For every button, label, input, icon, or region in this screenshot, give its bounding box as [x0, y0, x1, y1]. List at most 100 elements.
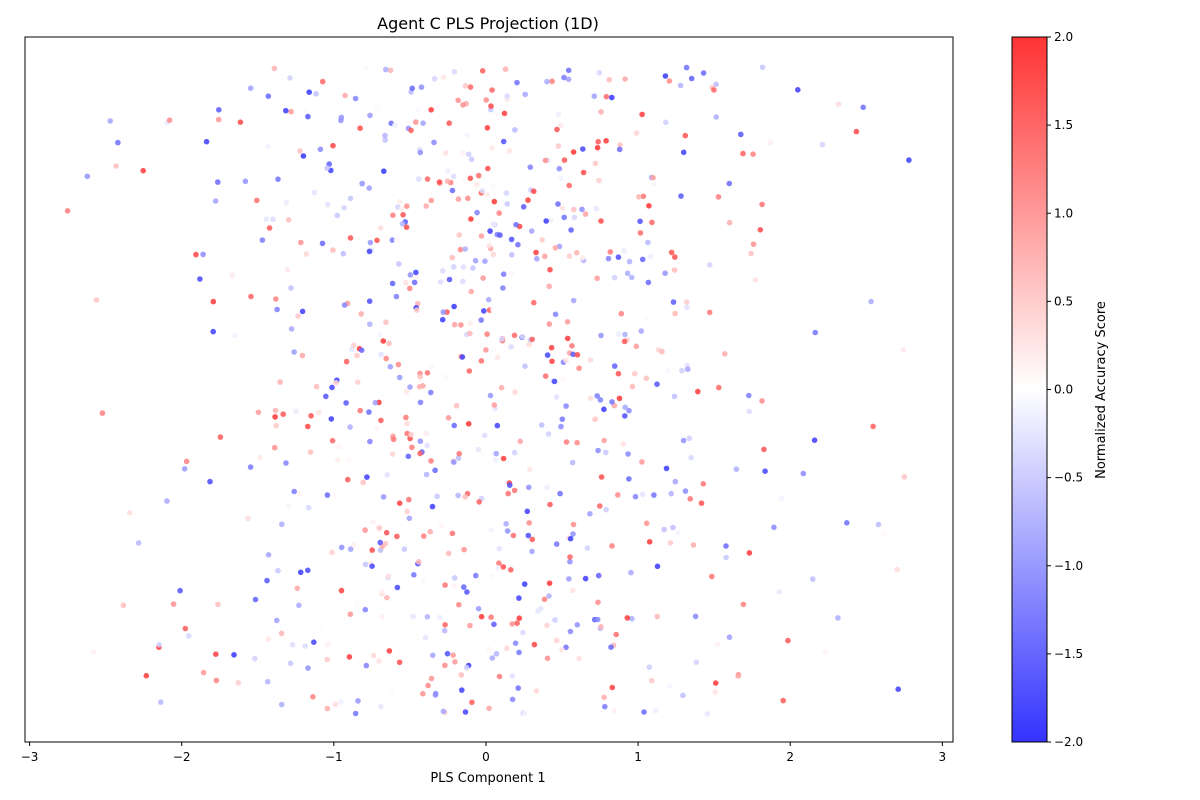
x-tick-label: 1 — [634, 750, 642, 764]
scatter-point — [483, 347, 489, 353]
scatter-point — [329, 437, 336, 444]
scatter-point — [546, 283, 552, 290]
scatter-point — [580, 169, 587, 176]
scatter-point — [502, 66, 509, 72]
scatter-point — [385, 573, 392, 579]
scatter-point — [506, 148, 513, 154]
scatter-point — [570, 206, 577, 213]
scatter-point — [417, 438, 424, 445]
scatter-point — [704, 711, 711, 717]
scatter-point — [481, 432, 488, 439]
scatter-point — [668, 490, 674, 497]
scatter-point — [685, 366, 691, 373]
scatter-point — [597, 503, 603, 509]
scatter-point — [683, 64, 690, 71]
scatter-point — [403, 414, 409, 421]
scatter-point — [84, 173, 91, 180]
scatter-point — [277, 379, 283, 385]
scatter-point — [835, 101, 842, 107]
scatter-point — [629, 615, 635, 622]
scatter-point — [516, 649, 522, 656]
scatter-point — [237, 119, 244, 125]
scatter-point — [193, 251, 199, 258]
scatter-point — [398, 206, 405, 212]
scatter-point — [383, 355, 390, 362]
scatter-point — [512, 389, 518, 395]
scatter-point — [273, 422, 280, 429]
scatter-point — [247, 85, 254, 91]
scatter-point — [440, 309, 447, 315]
scatter-point — [557, 490, 563, 497]
scatter-point — [354, 379, 361, 386]
scatter-point — [383, 319, 389, 326]
scatter-point — [324, 656, 331, 663]
scatter-point — [311, 639, 317, 645]
scatter-point — [478, 613, 485, 620]
scatter-point — [570, 587, 576, 594]
scatter-point — [507, 482, 513, 489]
scatter-point — [440, 74, 447, 81]
scatter-point — [504, 645, 510, 652]
scatter-point — [662, 73, 669, 79]
scatter-point — [598, 109, 604, 115]
scatter-point — [480, 243, 486, 249]
scatter-point — [377, 225, 384, 231]
scatter-point — [687, 496, 693, 502]
scatter-point — [380, 494, 387, 500]
scatter-point — [637, 218, 643, 225]
scatter-point — [245, 515, 251, 522]
scatter-point — [288, 326, 295, 332]
scatter-point — [570, 351, 576, 358]
scatter-point — [906, 157, 912, 163]
scatter-point — [120, 602, 127, 609]
scatter-point — [316, 409, 322, 416]
scatter-point — [480, 275, 486, 281]
scatter-point — [462, 83, 469, 89]
scatter-point — [381, 168, 387, 174]
scatter-point — [659, 348, 665, 355]
scatter-point — [274, 306, 280, 313]
scatter-point — [547, 266, 553, 273]
scatter-point — [546, 321, 553, 327]
scatter-point — [383, 66, 389, 73]
scatter-point — [428, 389, 434, 396]
scatter-point — [625, 451, 631, 457]
colorbar-tick-label: −2.0 — [1054, 735, 1083, 749]
scatter-point — [266, 225, 273, 231]
scatter-point — [605, 255, 612, 262]
scatter-point — [478, 233, 485, 239]
scatter-point — [366, 185, 373, 191]
scatter-point — [582, 575, 589, 582]
scatter-point — [331, 493, 338, 499]
scatter-point — [242, 178, 249, 185]
scatter-point — [462, 709, 469, 715]
scatter-point — [450, 652, 456, 658]
scatter-point — [597, 397, 604, 403]
colorbar-label: Normalized Accuracy Score — [1094, 301, 1109, 479]
scatter-point — [305, 567, 311, 574]
scatter-point — [844, 520, 850, 526]
scatter-point — [712, 689, 719, 695]
scatter-point — [504, 93, 510, 99]
scatter-point — [632, 493, 639, 500]
scatter-point — [434, 102, 440, 109]
scatter-point — [868, 298, 874, 305]
scatter-point — [434, 493, 441, 500]
scatter-point — [389, 280, 396, 287]
scatter-point — [451, 422, 458, 429]
scatter-point — [338, 114, 345, 121]
scatter-point — [387, 67, 394, 74]
scatter-point — [409, 444, 415, 451]
scatter-point — [493, 651, 500, 657]
scatter-point — [609, 94, 615, 101]
scatter-point — [263, 216, 270, 222]
scatter-point — [681, 710, 687, 716]
scatter-point — [556, 165, 563, 172]
scatter-point — [359, 180, 366, 187]
scatter-point — [678, 193, 684, 199]
scatter-point — [601, 406, 607, 413]
scatter-point — [570, 531, 576, 537]
scatter-point — [602, 703, 608, 710]
scatter-point — [495, 565, 501, 571]
scatter-point — [305, 423, 311, 430]
